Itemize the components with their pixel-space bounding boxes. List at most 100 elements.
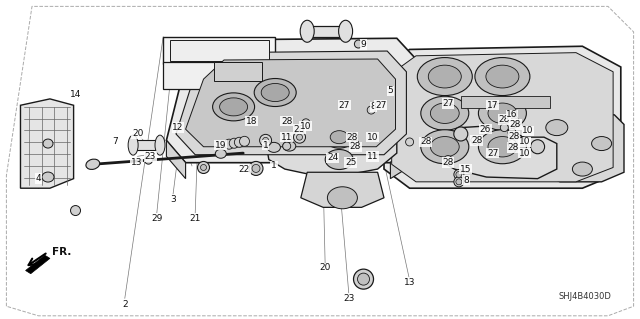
Ellipse shape [546, 120, 568, 136]
Ellipse shape [475, 57, 530, 96]
Circle shape [145, 156, 152, 164]
Polygon shape [176, 51, 406, 155]
Text: 11: 11 [281, 133, 292, 142]
Text: 13: 13 [404, 278, 415, 287]
Text: 17: 17 [487, 101, 499, 110]
Circle shape [444, 155, 452, 164]
Text: 20: 20 [319, 263, 331, 272]
Circle shape [351, 140, 359, 148]
Circle shape [456, 179, 462, 185]
Ellipse shape [488, 103, 517, 123]
Ellipse shape [430, 103, 459, 123]
Circle shape [358, 273, 369, 285]
Text: 13: 13 [131, 158, 142, 167]
Polygon shape [163, 62, 224, 89]
Circle shape [500, 123, 508, 132]
Circle shape [355, 40, 362, 48]
Text: 24: 24 [327, 153, 339, 162]
Text: 7: 7 [113, 137, 118, 146]
Polygon shape [301, 172, 384, 207]
Text: 23: 23 [145, 152, 156, 161]
Circle shape [284, 135, 292, 143]
Circle shape [252, 164, 260, 173]
Ellipse shape [128, 135, 138, 155]
Text: 27: 27 [375, 101, 387, 110]
Polygon shape [20, 99, 74, 188]
Text: 10: 10 [367, 133, 378, 142]
Ellipse shape [479, 96, 527, 130]
Polygon shape [26, 255, 50, 274]
Text: 1: 1 [263, 141, 268, 150]
Ellipse shape [254, 78, 296, 107]
Text: 28: 28 [471, 136, 483, 145]
Ellipse shape [417, 57, 472, 96]
Ellipse shape [486, 65, 519, 88]
Circle shape [454, 177, 464, 187]
Ellipse shape [325, 150, 353, 169]
Circle shape [508, 128, 516, 137]
Ellipse shape [488, 137, 517, 157]
Circle shape [229, 138, 239, 148]
Text: 19: 19 [215, 141, 227, 150]
Text: 10: 10 [522, 126, 534, 135]
Circle shape [349, 132, 357, 141]
Text: 5: 5 [388, 86, 393, 95]
Circle shape [283, 142, 291, 150]
Text: 16: 16 [506, 110, 518, 119]
Ellipse shape [283, 141, 296, 151]
Ellipse shape [212, 93, 255, 121]
Text: 28: 28 [281, 117, 292, 126]
Text: 27: 27 [339, 101, 350, 110]
Circle shape [353, 269, 374, 289]
Polygon shape [266, 118, 397, 174]
Ellipse shape [330, 131, 348, 144]
Ellipse shape [220, 98, 248, 116]
Ellipse shape [421, 130, 468, 164]
Text: 9: 9 [361, 40, 366, 49]
Circle shape [224, 139, 234, 149]
Polygon shape [133, 140, 160, 150]
Circle shape [239, 136, 250, 146]
Text: 10: 10 [519, 149, 531, 158]
Text: 3: 3 [170, 195, 175, 204]
Circle shape [508, 139, 516, 148]
Circle shape [510, 115, 518, 124]
Text: SHJ4B4030D: SHJ4B4030D [558, 292, 611, 301]
Text: 20: 20 [132, 130, 143, 138]
Circle shape [531, 140, 545, 154]
Text: 22: 22 [239, 165, 250, 174]
Polygon shape [384, 46, 621, 188]
Circle shape [234, 137, 244, 147]
Circle shape [198, 161, 209, 174]
Text: 8: 8 [371, 102, 376, 111]
Text: 27: 27 [487, 149, 499, 158]
Ellipse shape [324, 126, 354, 148]
Polygon shape [214, 62, 262, 81]
Text: 28: 28 [294, 125, 305, 134]
Ellipse shape [215, 149, 227, 158]
Text: 28: 28 [420, 137, 431, 146]
Ellipse shape [42, 172, 54, 182]
Polygon shape [435, 126, 557, 179]
Ellipse shape [339, 20, 353, 42]
Text: 28: 28 [508, 143, 519, 152]
Ellipse shape [430, 137, 459, 157]
Text: 10: 10 [519, 137, 531, 146]
Ellipse shape [261, 84, 289, 101]
Text: 26: 26 [479, 125, 491, 134]
Text: 4: 4 [36, 174, 41, 183]
Circle shape [456, 172, 462, 177]
Ellipse shape [572, 162, 593, 176]
Circle shape [367, 106, 375, 114]
Text: 12: 12 [172, 123, 184, 132]
Text: 29: 29 [151, 214, 163, 223]
Polygon shape [392, 53, 613, 182]
Text: 2: 2 [122, 300, 127, 309]
Circle shape [262, 137, 269, 143]
Text: 14: 14 [70, 90, 81, 99]
Circle shape [510, 118, 518, 126]
Circle shape [200, 165, 207, 170]
Ellipse shape [328, 187, 357, 209]
Polygon shape [163, 37, 275, 64]
Polygon shape [307, 26, 346, 37]
